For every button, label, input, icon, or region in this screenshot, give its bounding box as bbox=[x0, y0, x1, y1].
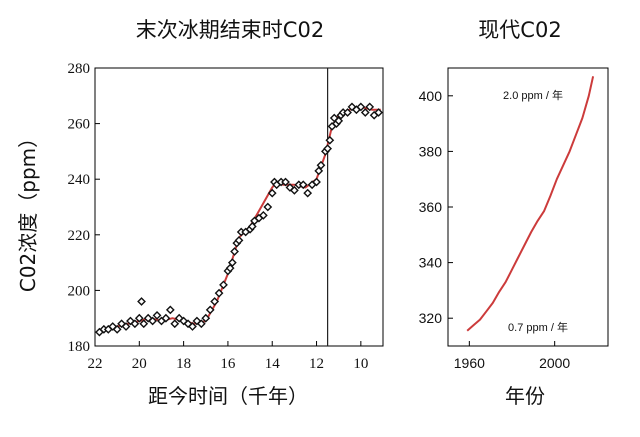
left-data-point bbox=[314, 166, 324, 176]
left-y-tick-label: 200 bbox=[68, 283, 91, 299]
right-x-tick-label: 2000 bbox=[539, 355, 570, 371]
left-plot-frame bbox=[94, 67, 384, 347]
left-x-tick-label: 20 bbox=[132, 356, 147, 372]
left-x-tick-label: 18 bbox=[176, 356, 191, 372]
right-chart-title: 现代C02 bbox=[478, 18, 561, 42]
left-data-point bbox=[343, 108, 352, 117]
right-series-line bbox=[466, 76, 595, 332]
left-data-point bbox=[117, 319, 126, 329]
right-x-label: 年份 bbox=[505, 384, 545, 408]
left-data-point bbox=[188, 322, 197, 331]
left-data-point bbox=[152, 311, 162, 320]
left-data-point bbox=[323, 144, 333, 154]
left-x-tick-label: 10 bbox=[353, 356, 368, 372]
left-series-line bbox=[96, 105, 381, 334]
left-data-point bbox=[210, 297, 220, 306]
left-chart-title: 末次冰期结束时C02 bbox=[136, 18, 324, 42]
left-y-tick-label: 180 bbox=[68, 339, 91, 355]
left-data-point bbox=[365, 102, 375, 112]
left-data-point bbox=[196, 319, 206, 329]
left-x-tick-label: 16 bbox=[220, 356, 236, 372]
left-data-point bbox=[170, 319, 180, 329]
left-data-point bbox=[174, 313, 184, 323]
left-x-tick-label: 12 bbox=[309, 356, 324, 372]
right-y-tick-label: 320 bbox=[419, 310, 443, 326]
left-data-point bbox=[281, 177, 290, 187]
left-data-point bbox=[285, 183, 295, 192]
left-data-point bbox=[360, 108, 370, 117]
right-y-tick-label: 400 bbox=[419, 88, 443, 104]
left-data-point bbox=[267, 188, 277, 198]
left-data-point bbox=[139, 319, 149, 329]
left-data-point bbox=[316, 160, 326, 170]
left-data-point bbox=[258, 210, 268, 220]
right-y-axis: 320 340 360 380 400 bbox=[419, 88, 453, 326]
left-data-point bbox=[161, 313, 171, 323]
left-x-axis: 22 20 18 16 14 12 10 bbox=[88, 341, 368, 372]
left-data-point bbox=[234, 235, 244, 245]
left-data-point bbox=[230, 247, 239, 256]
chart-left: 末次冰期结束时C02 180 200 220 240 260 280 22 20 18 16 14… bbox=[16, 18, 384, 408]
left-data-point bbox=[130, 319, 140, 329]
left-data-point bbox=[219, 280, 228, 290]
left-data-point bbox=[263, 202, 273, 212]
left-data-point bbox=[298, 180, 308, 190]
right-y-tick-label: 380 bbox=[419, 143, 443, 159]
left-data-point bbox=[312, 177, 321, 187]
right-annotation-rate-high: 2.0 ppm / 年 bbox=[503, 88, 563, 102]
left-x-tick-label: 14 bbox=[265, 356, 281, 372]
left-data-point bbox=[303, 188, 313, 198]
left-y-label: C02浓度（ppm） bbox=[16, 128, 40, 292]
left-data-point bbox=[205, 305, 215, 315]
right-annotation-rate-low: 0.7 ppm / 年 bbox=[508, 320, 568, 334]
left-data-point bbox=[121, 322, 131, 331]
left-data-point bbox=[227, 258, 237, 267]
left-x-label: 距今时间（千年） bbox=[148, 384, 308, 408]
left-y-tick-label: 280 bbox=[68, 61, 91, 77]
right-y-tick-label: 360 bbox=[419, 199, 443, 215]
left-data-point bbox=[112, 324, 122, 334]
left-x-tick-label: 22 bbox=[88, 356, 103, 372]
left-data-point bbox=[134, 313, 144, 323]
left-data-point bbox=[374, 108, 383, 117]
left-data-point bbox=[137, 297, 146, 306]
chart-right: 现代C02 320 340 360 380 400 1960 2000 2.0 ppm /… bbox=[419, 18, 609, 408]
left-data-point bbox=[325, 135, 335, 145]
right-y-tick-label: 340 bbox=[419, 255, 443, 271]
right-x-axis: 1960 2000 bbox=[454, 341, 570, 371]
right-x-tick-label: 1960 bbox=[454, 355, 485, 371]
left-y-tick-label: 240 bbox=[68, 172, 91, 188]
left-fit-line bbox=[96, 105, 381, 334]
left-data-point bbox=[165, 305, 175, 315]
left-data-points bbox=[95, 102, 383, 337]
left-y-axis: 180 200 220 240 260 280 bbox=[68, 61, 100, 355]
left-data-point bbox=[356, 102, 366, 112]
left-y-tick-label: 220 bbox=[68, 228, 91, 244]
right-co2-line bbox=[466, 76, 595, 332]
left-y-tick-label: 260 bbox=[68, 117, 91, 133]
left-data-point bbox=[214, 288, 224, 298]
left-data-point bbox=[289, 185, 299, 195]
left-data-point bbox=[192, 316, 202, 326]
left-data-point bbox=[347, 102, 357, 112]
left-data-point bbox=[201, 313, 211, 323]
left-data-point bbox=[148, 316, 157, 326]
